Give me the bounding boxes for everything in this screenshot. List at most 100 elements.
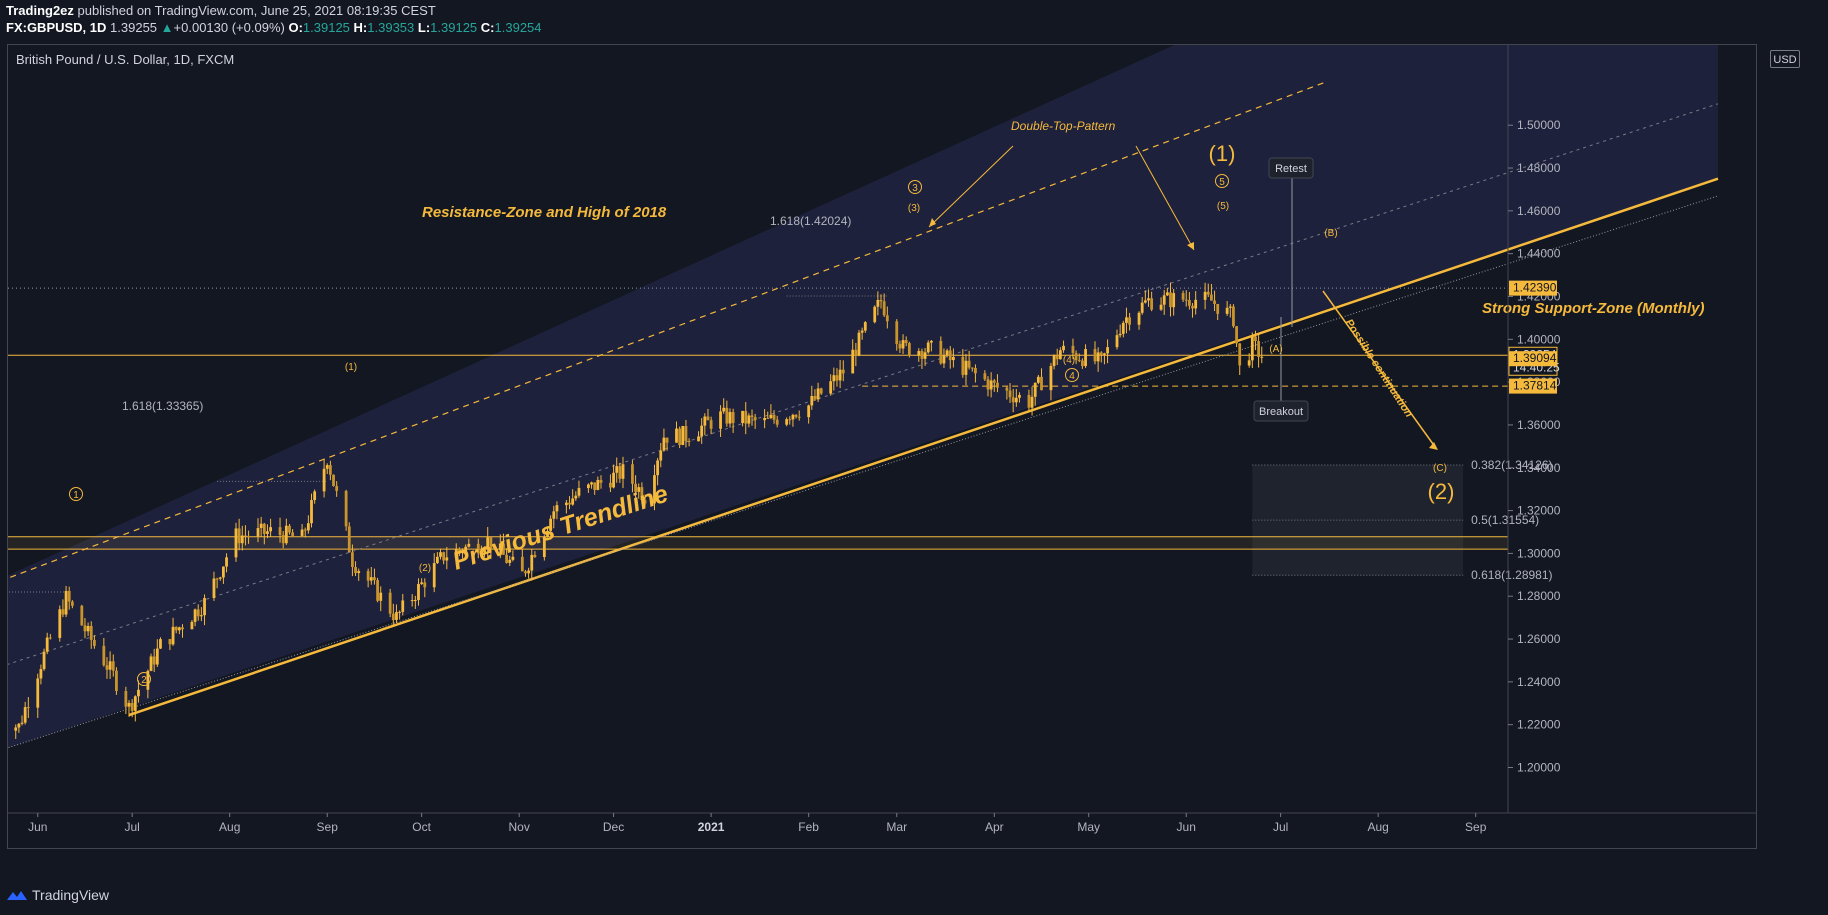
candle-body [986, 379, 990, 390]
candle-body [1260, 356, 1264, 358]
wave-label-c: (C) [1433, 463, 1447, 474]
y-tick-label: 1.28000 [1517, 589, 1561, 603]
candle-body [1213, 300, 1216, 304]
candle-body [89, 625, 93, 640]
candle-body [313, 491, 317, 501]
tradingview-logo[interactable]: TradingView [6, 887, 109, 903]
candle-body [1052, 355, 1056, 366]
candle-body [454, 549, 458, 558]
candle-body [369, 577, 373, 581]
candle-body [970, 367, 974, 369]
candle-body [929, 340, 933, 343]
candle-body [300, 529, 304, 536]
candle-body [549, 518, 553, 531]
chart-header: Trading2ez published on TradingView.com,… [6, 2, 542, 36]
candle-body [177, 627, 181, 631]
candle-body [92, 639, 96, 646]
price-chart[interactable]: 0.382(1.34126) 0.5(1.31554) 0.618(1.28981)… [8, 45, 1757, 849]
chart-pane[interactable]: 0.382(1.34126) 0.5(1.31554) 0.618(1.28981)… [7, 44, 1757, 849]
candle-body [1084, 349, 1087, 367]
price-badge-label: 1.39094 [1513, 351, 1557, 365]
candle-body [1235, 326, 1238, 344]
candle-body [590, 482, 593, 485]
symbol-label[interactable]: FX:GBPUSD, 1D [6, 20, 107, 35]
fib-level-label: 0.618(1.28981) [1471, 568, 1552, 582]
candle-body [1074, 353, 1078, 361]
x-tick-label: Feb [798, 820, 819, 834]
candle-body [996, 382, 999, 388]
candle-body [467, 543, 471, 547]
candle-body [1165, 292, 1169, 296]
candle-body [335, 486, 339, 491]
candle-body [917, 351, 921, 356]
x-tick-label: Mar [886, 820, 907, 834]
publish-line: Trading2ez published on TradingView.com,… [6, 2, 542, 19]
author-name[interactable]: Trading2ez [6, 3, 74, 18]
candle-body [939, 340, 943, 364]
ohlc-line: FX:GBPUSD, 1D 1.39255 ▲+0.00130 (+0.09%)… [6, 19, 542, 36]
candle-body [851, 349, 855, 374]
candle-body [1137, 312, 1141, 325]
candle-body [945, 350, 949, 356]
candle-body [199, 615, 203, 617]
candle-body [564, 502, 568, 506]
candle-body [23, 707, 27, 723]
candle-body [637, 487, 641, 492]
candle-body [247, 535, 250, 537]
candle-body [1040, 376, 1043, 391]
candle-body [281, 534, 285, 544]
candle-body [130, 702, 134, 711]
candle-body [520, 556, 524, 572]
continuation-label: Possible continuation [1342, 317, 1414, 420]
candle-body [1187, 300, 1191, 306]
candle-body [269, 527, 273, 532]
candle-body [722, 407, 726, 412]
publish-info: published on TradingView.com, June 25, 2… [77, 3, 436, 18]
support-zone-band [8, 536, 1508, 550]
candle-body [763, 417, 767, 421]
circled-wave-5: 5 [1219, 177, 1225, 188]
candle-body [634, 483, 637, 492]
candle-body [857, 332, 861, 356]
candle-body [568, 502, 571, 505]
candle-body [244, 535, 247, 537]
x-tick-label: Jul [124, 820, 139, 834]
candle-body [102, 645, 106, 666]
candle-body [196, 609, 200, 617]
candle-body [445, 557, 449, 561]
candle-body [615, 466, 619, 473]
candle-body [873, 306, 877, 323]
x-tick-label: Sep [1465, 820, 1487, 834]
candle-body [586, 484, 590, 489]
y-tick-label: 1.40000 [1517, 332, 1561, 346]
candle-body [181, 627, 184, 630]
candle-body [1169, 292, 1172, 308]
candle-body [948, 350, 952, 361]
candle-body [240, 535, 244, 544]
currency-button[interactable]: USD [1770, 50, 1800, 68]
candle-body [662, 437, 666, 451]
candle-body [1191, 305, 1194, 309]
y-tick-label: 1.22000 [1517, 718, 1561, 732]
candle-body [39, 669, 43, 679]
candle-body [681, 426, 685, 445]
fib-level-label: 0.5(1.31554) [1471, 513, 1539, 527]
candle-body [907, 343, 911, 356]
retest-label: Retest [1275, 163, 1307, 175]
candle-body [961, 356, 965, 375]
arrowhead [929, 218, 936, 227]
candle-body [1181, 293, 1185, 300]
high-label: H: [353, 20, 368, 35]
x-tick-label: May [1077, 820, 1100, 834]
candle-body [1159, 304, 1163, 310]
candle-body [772, 414, 776, 420]
y-tick-label: 1.34000 [1517, 461, 1561, 475]
candle-body [171, 626, 175, 645]
candle-body [388, 592, 392, 614]
low-label: L: [417, 20, 431, 35]
wave-label-big-1: (1) [1209, 141, 1236, 166]
candle-body [26, 707, 30, 709]
candle-body [769, 414, 773, 418]
candle-body [80, 605, 84, 626]
candle-body [863, 322, 867, 331]
